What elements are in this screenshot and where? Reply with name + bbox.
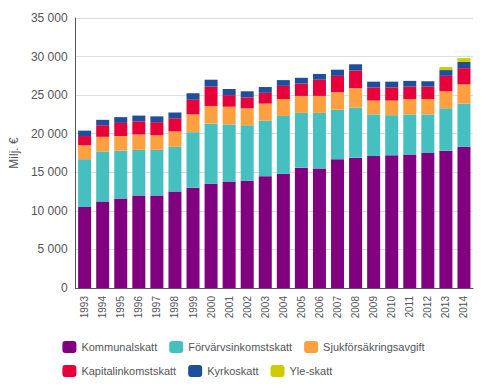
svg-text:1997: 1997 bbox=[151, 296, 162, 319]
svg-text:2006: 2006 bbox=[314, 296, 325, 319]
svg-text:15 000: 15 000 bbox=[31, 165, 68, 179]
svg-text:1999: 1999 bbox=[188, 296, 199, 319]
svg-text:2003: 2003 bbox=[260, 296, 271, 319]
svg-text:2013: 2013 bbox=[440, 296, 451, 319]
svg-text:25 000: 25 000 bbox=[31, 88, 68, 102]
svg-text:2002: 2002 bbox=[242, 296, 253, 319]
svg-text:2011: 2011 bbox=[404, 296, 415, 318]
svg-text:10 000: 10 000 bbox=[31, 204, 68, 218]
svg-text:Milj. €: Milj. € bbox=[7, 137, 21, 169]
svg-text:2012: 2012 bbox=[422, 296, 433, 319]
svg-text:0: 0 bbox=[61, 281, 68, 295]
svg-text:Kyrkoskatt: Kyrkoskatt bbox=[207, 365, 258, 377]
svg-text:2010: 2010 bbox=[386, 296, 397, 319]
svg-text:Sjukförsäkringsavgift: Sjukförsäkringsavgift bbox=[323, 341, 425, 353]
svg-text:2009: 2009 bbox=[368, 296, 379, 319]
svg-text:Kapitalinkomstskatt: Kapitalinkomstskatt bbox=[81, 365, 176, 377]
svg-text:2014: 2014 bbox=[458, 296, 469, 319]
svg-text:1996: 1996 bbox=[133, 296, 144, 319]
svg-text:30 000: 30 000 bbox=[31, 50, 68, 64]
svg-text:Yle-skatt: Yle-skatt bbox=[290, 365, 333, 377]
svg-text:2005: 2005 bbox=[296, 296, 307, 319]
svg-text:2001: 2001 bbox=[224, 296, 235, 319]
svg-text:Förvärvsinkomstskatt: Förvärvsinkomstskatt bbox=[188, 341, 292, 353]
svg-text:20 000: 20 000 bbox=[31, 127, 68, 141]
svg-text:1995: 1995 bbox=[115, 296, 126, 319]
svg-text:2000: 2000 bbox=[206, 296, 217, 319]
svg-text:1993: 1993 bbox=[79, 296, 90, 319]
svg-text:5 000: 5 000 bbox=[38, 242, 68, 256]
svg-text:35 000: 35 000 bbox=[31, 11, 68, 25]
svg-text:2008: 2008 bbox=[350, 296, 361, 319]
svg-text:1994: 1994 bbox=[97, 296, 108, 319]
svg-text:2007: 2007 bbox=[332, 296, 343, 319]
svg-text:Kommunalskatt: Kommunalskatt bbox=[81, 341, 157, 353]
svg-text:2004: 2004 bbox=[278, 296, 289, 319]
svg-text:1998: 1998 bbox=[169, 296, 180, 319]
